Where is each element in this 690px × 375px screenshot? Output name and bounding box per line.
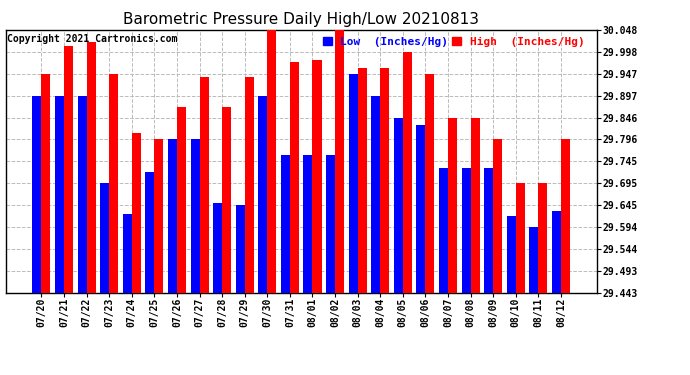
Bar bbox=[394, 118, 403, 292]
Bar bbox=[471, 118, 480, 292]
Bar bbox=[426, 74, 435, 292]
Bar bbox=[416, 124, 426, 292]
Bar bbox=[190, 140, 199, 292]
Bar bbox=[348, 74, 357, 292]
Bar bbox=[357, 68, 366, 292]
Bar bbox=[304, 155, 313, 292]
Title: Barometric Pressure Daily High/Low 20210813: Barometric Pressure Daily High/Low 20210… bbox=[124, 12, 479, 27]
Bar bbox=[258, 96, 267, 292]
Bar bbox=[222, 107, 231, 292]
Bar bbox=[281, 155, 290, 292]
Bar bbox=[462, 168, 471, 292]
Bar bbox=[245, 77, 254, 292]
Legend: Low  (Inches/Hg), High  (Inches/Hg): Low (Inches/Hg), High (Inches/Hg) bbox=[322, 36, 585, 48]
Bar bbox=[484, 168, 493, 292]
Bar bbox=[403, 52, 412, 292]
Bar bbox=[177, 107, 186, 292]
Bar bbox=[313, 60, 322, 292]
Text: Copyright 2021 Cartronics.com: Copyright 2021 Cartronics.com bbox=[7, 34, 177, 44]
Bar bbox=[561, 140, 570, 292]
Bar bbox=[32, 96, 41, 292]
Bar bbox=[439, 168, 448, 292]
Bar bbox=[515, 183, 525, 292]
Bar bbox=[132, 133, 141, 292]
Bar bbox=[213, 202, 222, 292]
Bar bbox=[146, 172, 155, 292]
Bar bbox=[109, 74, 118, 292]
Bar bbox=[290, 62, 299, 292]
Bar bbox=[552, 211, 561, 292]
Bar bbox=[77, 96, 87, 292]
Bar bbox=[123, 213, 132, 292]
Bar bbox=[335, 30, 344, 292]
Bar bbox=[267, 30, 276, 292]
Bar bbox=[371, 96, 380, 292]
Bar bbox=[493, 140, 502, 292]
Bar bbox=[236, 205, 245, 292]
Bar bbox=[55, 96, 64, 292]
Bar bbox=[506, 216, 515, 292]
Bar bbox=[199, 77, 208, 292]
Bar bbox=[155, 140, 164, 292]
Bar bbox=[64, 46, 73, 292]
Bar bbox=[529, 227, 538, 292]
Bar bbox=[168, 140, 177, 292]
Bar bbox=[87, 42, 96, 292]
Bar bbox=[538, 183, 547, 292]
Bar bbox=[41, 74, 50, 292]
Bar bbox=[448, 118, 457, 292]
Bar bbox=[380, 68, 389, 292]
Bar bbox=[326, 155, 335, 292]
Bar bbox=[100, 183, 109, 292]
